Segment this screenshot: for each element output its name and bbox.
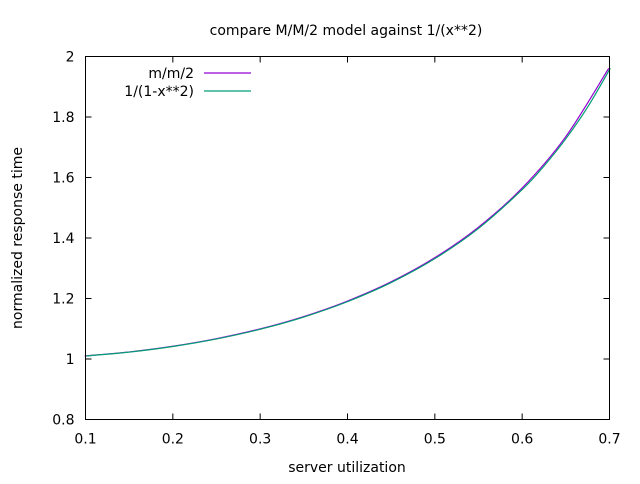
series-group (84, 68, 611, 357)
y-tick-label: 1.4 (52, 231, 74, 247)
legend-label: 1/(1-x**2) (124, 84, 194, 100)
x-tick-label: 0.1 (74, 432, 96, 448)
legend-label: m/m/2 (148, 66, 194, 82)
y-tick-label: 1.2 (52, 292, 74, 308)
series-line-mm2 (84, 68, 610, 357)
x-axis-label: server utilization (288, 460, 406, 476)
x-tick-label: 0.4 (336, 432, 358, 448)
y-axis-label: normalized response time (10, 147, 26, 329)
y-tick-label: 1.8 (52, 110, 74, 126)
axis-ticks: 0.1 0.2 0.3 0.4 0.5 0.6 0.7 0.8 1 1.2 1.4 1.6 1.8 2 (52, 50, 620, 448)
legend: m/m/2 1/(1-x**2) (124, 66, 251, 100)
x-tick-label: 0.7 (598, 432, 620, 448)
plot-frame (85, 56, 610, 420)
y-tick-label: 2 (66, 50, 75, 66)
series-line-inverse (86, 68, 611, 357)
chart-title: compare M/M/2 model against 1/(x**2) (210, 23, 483, 39)
x-tick-label: 0.6 (511, 432, 533, 448)
x-tick-label: 0.5 (424, 432, 446, 448)
x-tick-label: 0.2 (162, 432, 184, 448)
x-tick-label: 0.3 (249, 432, 271, 448)
y-tick-label: 1.6 (52, 171, 74, 187)
y-tick-label: 0.8 (52, 413, 74, 429)
y-tick-label: 1 (66, 352, 75, 368)
